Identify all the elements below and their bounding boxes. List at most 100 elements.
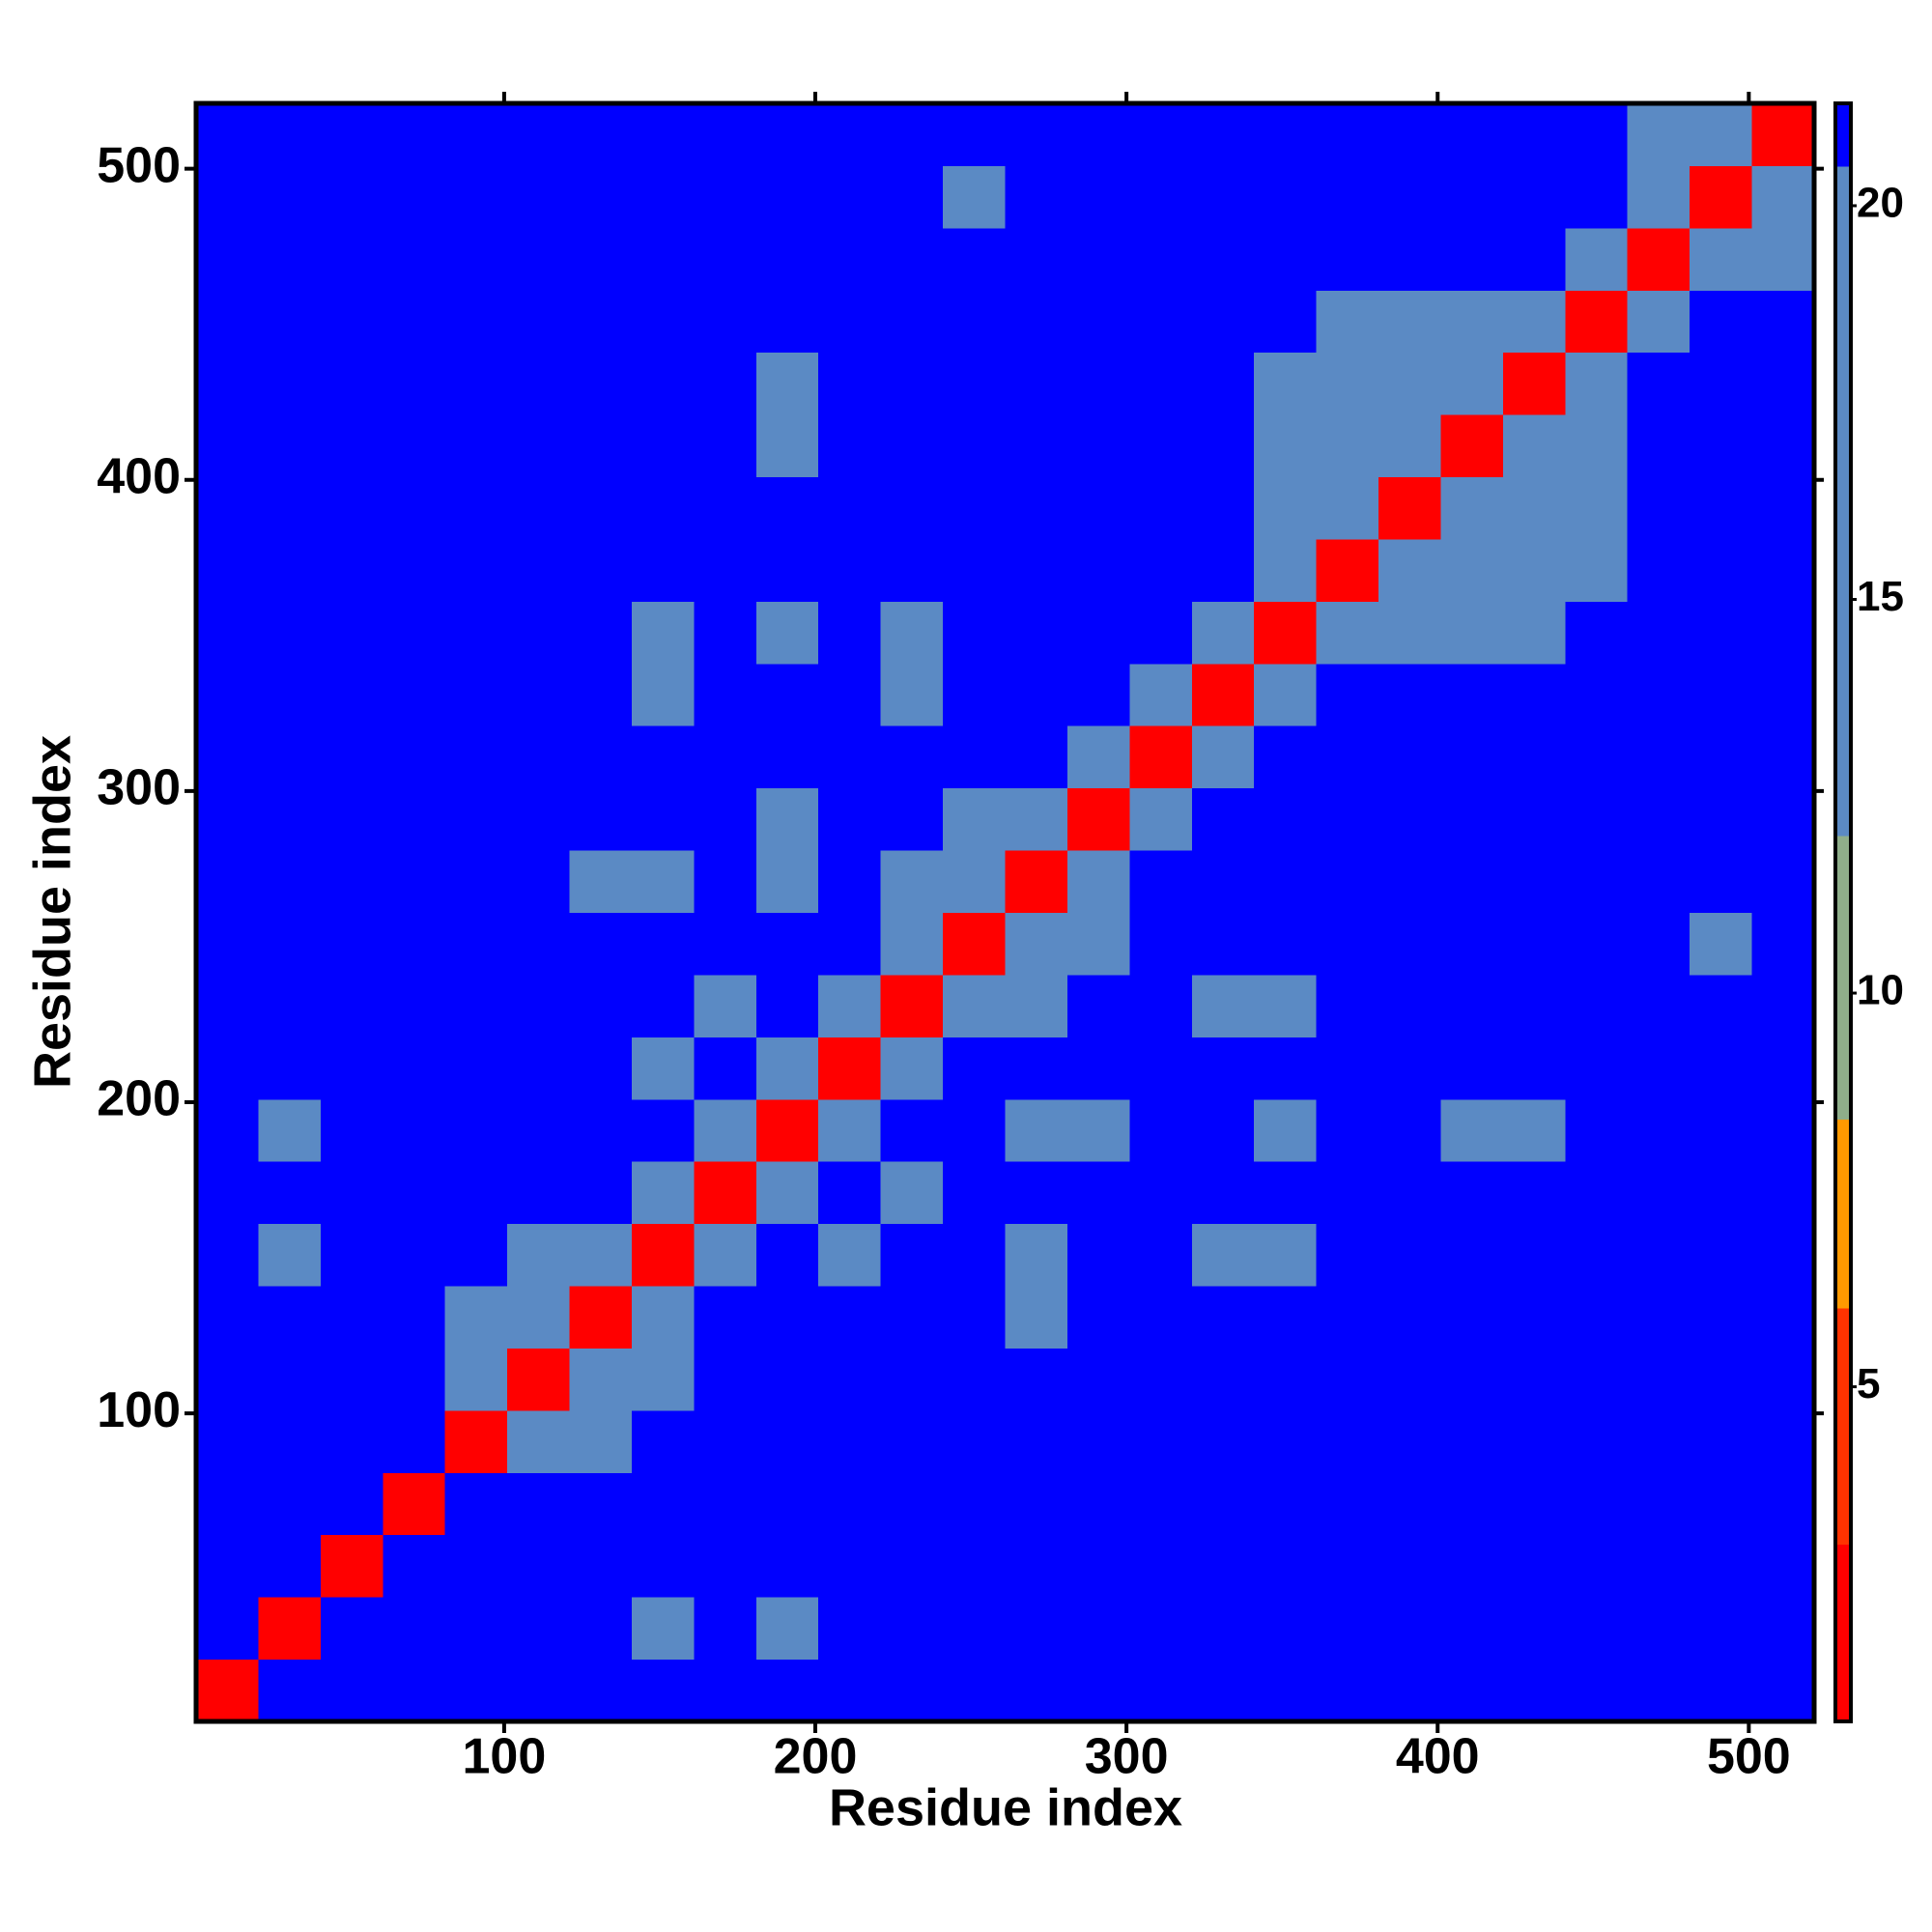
heatmap-cell (196, 227, 259, 291)
heatmap-cell (507, 974, 571, 1037)
heatmap-cell (1005, 1597, 1068, 1661)
heatmap-cell (1191, 165, 1255, 229)
heatmap-cell (320, 974, 384, 1037)
heatmap-cell (258, 601, 322, 665)
heatmap-cell (320, 1597, 384, 1661)
heatmap-cell (569, 663, 633, 726)
heatmap-cell (1316, 725, 1379, 789)
heatmap-cell (1565, 103, 1629, 166)
heatmap-cell (507, 1286, 571, 1349)
heatmap-cell (196, 974, 259, 1037)
heatmap-cell (943, 1534, 1006, 1598)
heatmap-cell (1254, 352, 1318, 415)
heatmap-cell (569, 538, 633, 602)
heatmap-cell (818, 1597, 882, 1661)
heatmap-cell (1690, 165, 1753, 229)
y-tick-label: 200 (97, 1071, 181, 1127)
heatmap-cell (1129, 538, 1193, 602)
heatmap-cell (320, 476, 384, 540)
heatmap-cell (818, 663, 882, 726)
heatmap-cell (1627, 538, 1690, 602)
heatmap-cell (1129, 1409, 1193, 1473)
heatmap-cell (1502, 227, 1566, 291)
heatmap-cell (880, 227, 944, 291)
heatmap-cell (1751, 1223, 1815, 1287)
heatmap-cell (631, 165, 695, 229)
heatmap-cell (1005, 414, 1068, 478)
heatmap-cell (196, 787, 259, 851)
heatmap-cell (258, 1161, 322, 1225)
heatmap-cell (1066, 103, 1130, 166)
heatmap-cell (444, 1472, 508, 1536)
heatmap-cell (755, 974, 819, 1037)
heatmap-cell (383, 1472, 446, 1536)
heatmap-cell (943, 103, 1006, 166)
heatmap-cell (631, 601, 695, 665)
heatmap-cell (1316, 290, 1379, 354)
heatmap-cell (1378, 1161, 1441, 1225)
heatmap-cell (258, 1409, 322, 1473)
heatmap-cell (943, 538, 1006, 602)
heatmap-cell (569, 1223, 633, 1287)
heatmap-cell (1066, 1161, 1130, 1225)
heatmap-cell (818, 414, 882, 478)
heatmap-cell (755, 1597, 819, 1661)
heatmap-cell (631, 414, 695, 478)
heatmap-cell (694, 1409, 757, 1473)
heatmap-cell (1316, 1597, 1379, 1661)
heatmap-cell (258, 787, 322, 851)
heatmap-cell (569, 103, 633, 166)
heatmap-cell (1129, 290, 1193, 354)
heatmap-cell (1690, 538, 1753, 602)
heatmap-cell (383, 1534, 446, 1598)
heatmap-cell (1378, 538, 1441, 602)
heatmap-cell (444, 414, 508, 478)
heatmap-cell (1502, 850, 1566, 913)
heatmap-cell (943, 912, 1006, 976)
heatmap-cell (1066, 1472, 1130, 1536)
heatmap-cell (1502, 352, 1566, 415)
heatmap-cell (880, 725, 944, 789)
heatmap-cell (1191, 850, 1255, 913)
heatmap-cell (880, 1223, 944, 1287)
heatmap-cell (1254, 1659, 1318, 1722)
heatmap-cell (1751, 974, 1815, 1037)
heatmap-cell (258, 1098, 322, 1162)
heatmap-cell (1378, 974, 1441, 1037)
heatmap-cell (507, 1348, 571, 1411)
heatmap-cell (1502, 476, 1566, 540)
heatmap-cell (631, 663, 695, 726)
heatmap-cell (444, 165, 508, 229)
heatmap-cell (196, 912, 259, 976)
heatmap-cell (818, 352, 882, 415)
heatmap-cell (1316, 1098, 1379, 1162)
heatmap-cell (1502, 103, 1566, 166)
heatmap-cell (1066, 227, 1130, 291)
heatmap-cell (631, 1098, 695, 1162)
heatmap-cell (755, 1348, 819, 1411)
heatmap-cell (818, 1223, 882, 1287)
heatmap-cell (320, 227, 384, 291)
heatmap-cell (569, 1597, 633, 1661)
heatmap-cell (1565, 290, 1629, 354)
heatmap-cell (1690, 1597, 1753, 1661)
heatmap-cell (943, 414, 1006, 478)
heatmap-cell (755, 165, 819, 229)
heatmap-cell (1690, 476, 1753, 540)
heatmap-cell (694, 1161, 757, 1225)
heatmap-cell (1440, 1348, 1504, 1411)
heatmap-cell (383, 1348, 446, 1411)
heatmap-cell (631, 1161, 695, 1225)
heatmap-cell (507, 663, 571, 726)
heatmap-cell (1254, 1286, 1318, 1349)
heatmap-cell (1254, 725, 1318, 789)
heatmap-cell (196, 1161, 259, 1225)
heatmap-cell (383, 1409, 446, 1473)
heatmap-cell (1690, 352, 1753, 415)
heatmap-cell (1254, 103, 1318, 166)
heatmap-cell (1316, 601, 1379, 665)
heatmap-cell (694, 103, 757, 166)
heatmap-cell (694, 1098, 757, 1162)
heatmap-cell (1502, 1037, 1566, 1100)
heatmap-cell (320, 1037, 384, 1100)
